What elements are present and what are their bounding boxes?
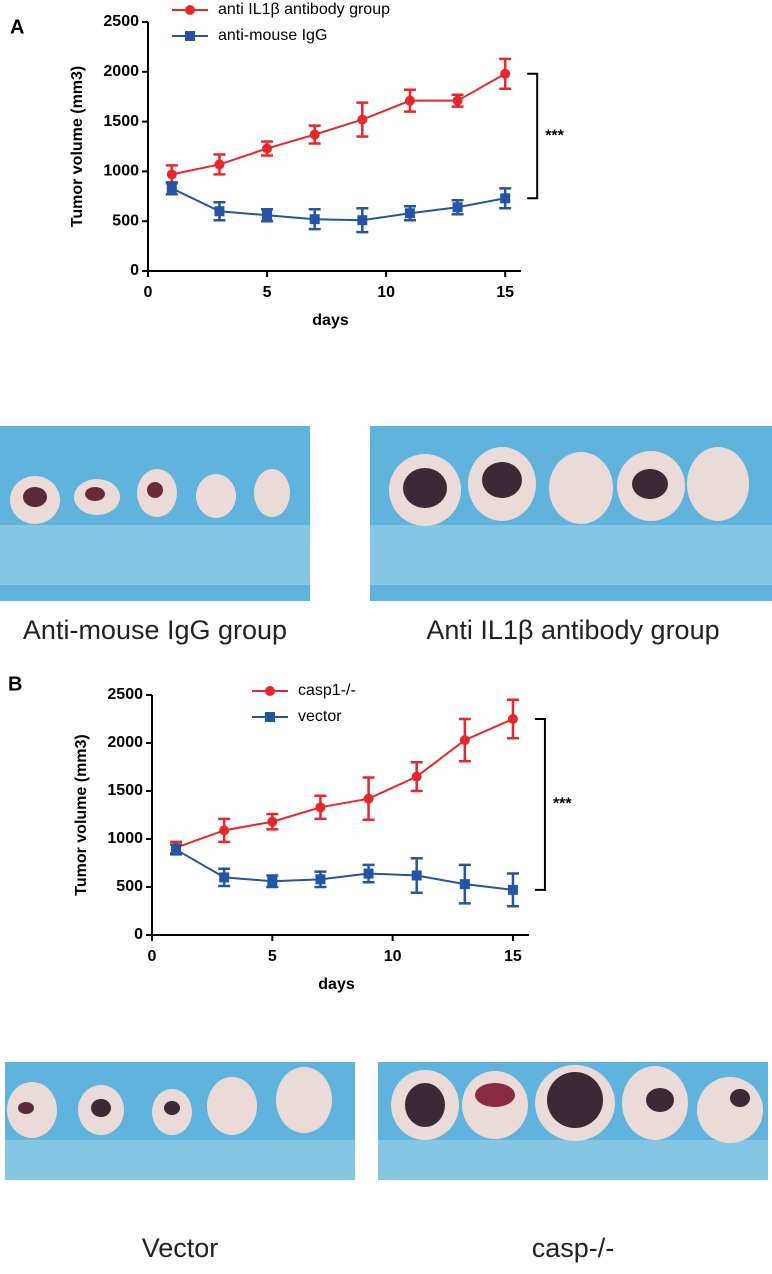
y-tick-label: 500 (112, 212, 139, 229)
y-tick-label: 1000 (103, 163, 139, 180)
y-tick-label: 1500 (107, 782, 143, 799)
marker (357, 215, 368, 226)
x-tick-label: 5 (263, 284, 272, 301)
marker (507, 714, 518, 724)
y-tick-label: 1000 (107, 830, 143, 847)
marker (404, 95, 415, 106)
marker (363, 868, 374, 879)
legend-label: casp1-/- (298, 682, 356, 699)
marker (363, 793, 374, 804)
x-tick-label: 10 (384, 948, 402, 965)
x-tick-label: 5 (268, 948, 277, 965)
x-axis-label: days (318, 976, 355, 993)
legend-marker (185, 31, 195, 41)
y-tick-label: 0 (130, 262, 139, 279)
y-axis-label: Tumor volume (mm3) (69, 66, 86, 228)
x-tick-label: 0 (144, 284, 153, 301)
y-tick-label: 1500 (103, 113, 139, 130)
marker (267, 876, 278, 887)
series-line (175, 718, 514, 849)
significance-bracket (527, 72, 539, 200)
photo-caption: casp-/- (532, 1233, 615, 1263)
marker (315, 802, 326, 813)
marker (315, 874, 326, 885)
legend-label: anti IL1β antibody group (218, 1, 390, 18)
marker (411, 771, 422, 782)
marker (219, 872, 230, 883)
marker (452, 202, 463, 213)
marker (262, 143, 273, 154)
panel-label: B (8, 673, 22, 695)
y-tick-label: 500 (116, 878, 143, 895)
series-line (171, 72, 506, 176)
legend-label: vector (298, 708, 342, 725)
x-tick-label: 0 (148, 948, 157, 965)
series-line (171, 187, 506, 222)
y-axis-label: Tumor volume (mm3) (73, 734, 90, 896)
marker (166, 169, 177, 180)
marker (357, 114, 368, 125)
legend-label: anti-mouse IgG (218, 27, 327, 44)
marker (459, 879, 470, 890)
photo-caption: Anti IL1β antibody group (426, 615, 719, 645)
y-tick-label: 2000 (103, 63, 139, 80)
marker (309, 214, 320, 225)
marker (459, 735, 470, 746)
marker (262, 210, 273, 221)
marker (411, 870, 422, 881)
significance-label: *** (553, 796, 572, 813)
legend-marker (265, 712, 275, 722)
y-tick-label: 2500 (107, 686, 143, 703)
x-tick-label: 15 (504, 948, 522, 965)
legend-marker (265, 686, 275, 696)
marker (214, 206, 225, 217)
y-tick-label: 0 (134, 926, 143, 943)
significance-label: *** (545, 127, 564, 144)
marker (500, 68, 511, 79)
marker (267, 816, 278, 827)
marker (214, 159, 225, 170)
marker (404, 208, 415, 219)
photo-caption: Vector (142, 1233, 219, 1263)
marker (507, 884, 518, 895)
y-tick-label: 2500 (103, 13, 139, 30)
significance-bracket (534, 718, 546, 891)
x-tick-label: 15 (496, 284, 514, 301)
legend-marker (185, 5, 195, 15)
photo-caption: Anti-mouse IgG group (23, 615, 287, 645)
photo (0, 426, 772, 1180)
marker (452, 95, 463, 106)
y-tick-label: 2000 (107, 734, 143, 751)
panel-label: A (10, 16, 24, 38)
marker (219, 825, 230, 836)
marker (500, 193, 511, 204)
series-line (175, 848, 514, 891)
marker (309, 129, 320, 140)
marker (166, 183, 177, 194)
x-axis-label: days (312, 312, 349, 329)
marker (171, 844, 182, 855)
x-tick-label: 10 (377, 284, 395, 301)
